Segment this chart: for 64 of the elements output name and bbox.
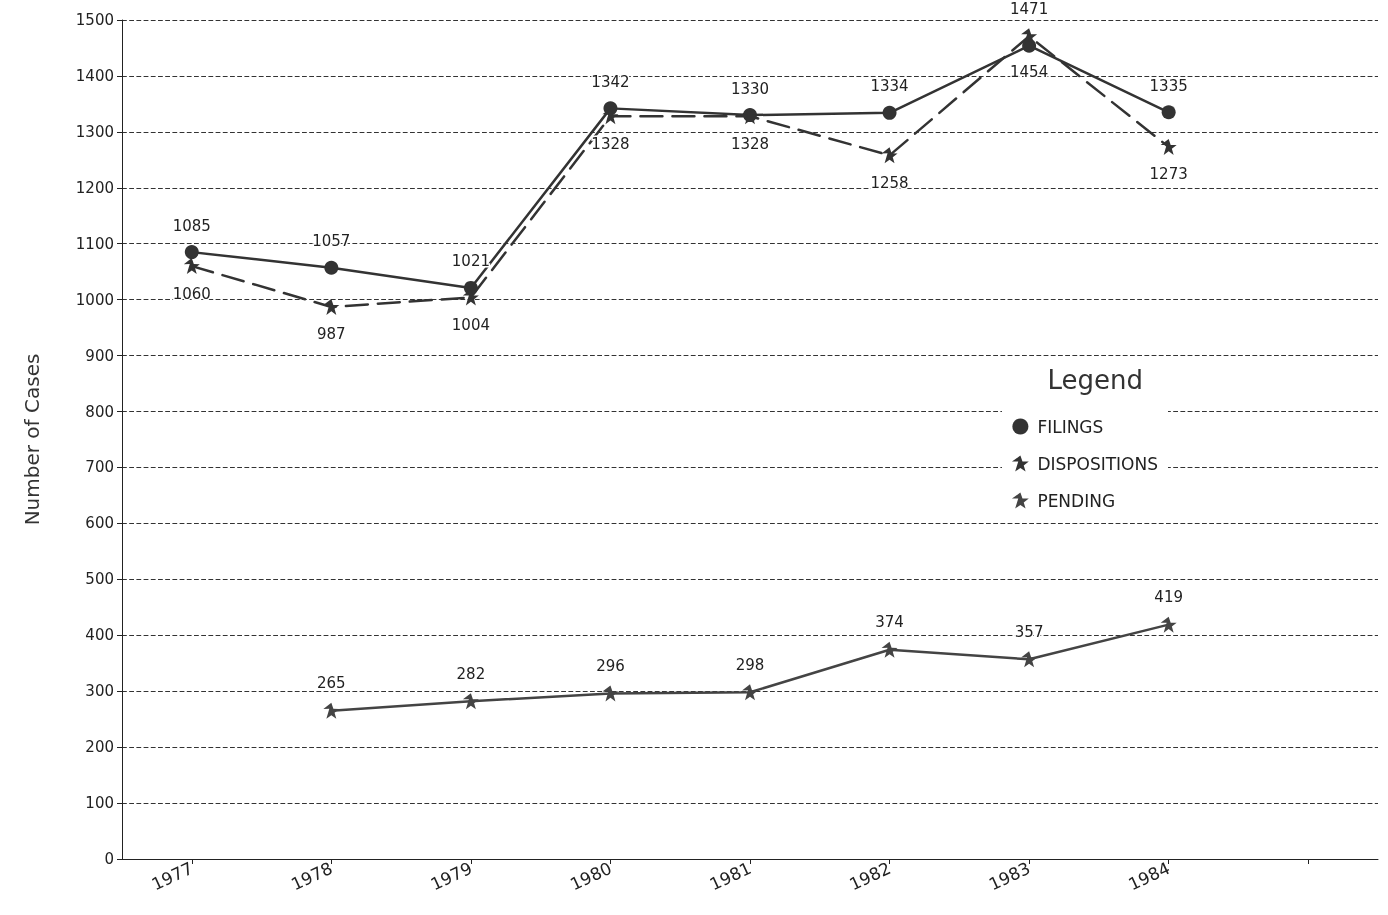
data-label: 419 — [1154, 588, 1183, 607]
data-label: 265 — [317, 674, 346, 693]
data-label: 298 — [735, 655, 765, 674]
legend-label: PENDING — [1037, 490, 1116, 511]
data-label: 1334 — [870, 77, 909, 96]
x-tick-label: 1982 — [846, 857, 894, 895]
y-tick-label: 1400 — [75, 66, 114, 85]
y-tick-label: 100 — [85, 794, 114, 813]
legend-label: DISPOSITIONS — [1037, 453, 1159, 474]
point — [742, 684, 758, 701]
x-tick-label: 1978 — [287, 857, 336, 895]
y-tick-label: 1500 — [75, 11, 114, 29]
x-tick-label: 1977 — [148, 857, 197, 895]
y-tick-label: 1200 — [75, 178, 114, 197]
legend-title: Legend — [1047, 365, 1144, 395]
y-tick-label: 700 — [85, 458, 114, 477]
point — [462, 693, 479, 710]
data-label: 1021 — [451, 252, 490, 271]
point — [324, 260, 339, 275]
y-tick-label: 1000 — [75, 290, 114, 309]
point — [602, 685, 619, 702]
y-axis-title: Number of Cases — [20, 353, 44, 526]
point — [881, 147, 898, 164]
x-tick-label: 1983 — [985, 857, 1034, 895]
y-tick-label: 1300 — [75, 122, 114, 141]
data-label: 1004 — [451, 315, 490, 334]
point — [881, 641, 898, 658]
x-tick-label: 1979 — [427, 857, 476, 895]
y-tick-label: 0 — [104, 850, 114, 868]
y-tick-label: 500 — [85, 570, 114, 589]
y-tick-label: 800 — [85, 402, 114, 421]
y-tick-label: 1100 — [75, 234, 114, 253]
x-tick-label: 1984 — [1125, 857, 1173, 895]
y-tick-label: 200 — [85, 738, 114, 757]
data-label: 1258 — [870, 173, 909, 192]
point — [323, 702, 340, 719]
point — [1021, 651, 1038, 668]
legend-label: FILINGS — [1037, 416, 1104, 437]
data-label: 282 — [456, 664, 486, 683]
data-label: 1471 — [1010, 0, 1049, 18]
data-label: 987 — [317, 325, 346, 344]
data-label: 1335 — [1149, 76, 1188, 95]
data-label: 374 — [875, 613, 904, 632]
y-tick-label: 300 — [85, 682, 114, 701]
point — [1160, 616, 1177, 633]
point — [882, 105, 897, 120]
data-label: 1330 — [730, 79, 770, 98]
y-tick-label: 600 — [85, 514, 114, 533]
x-tick-label: 1980 — [567, 857, 615, 895]
data-label: 1273 — [1149, 165, 1188, 184]
point — [1161, 105, 1176, 120]
point — [183, 258, 200, 275]
data-label: 1060 — [172, 284, 211, 303]
data-label: 1342 — [591, 72, 630, 91]
data-label: 296 — [596, 656, 625, 675]
y-tick-label: 900 — [85, 346, 114, 365]
data-label: 1085 — [172, 216, 211, 235]
x-tick-label: 1981 — [706, 857, 755, 895]
point — [184, 245, 199, 260]
data-label: 1328 — [591, 134, 630, 153]
point — [323, 298, 340, 315]
point — [1160, 138, 1177, 155]
data-label: 1328 — [730, 134, 770, 153]
y-tick-label: 400 — [85, 626, 114, 645]
